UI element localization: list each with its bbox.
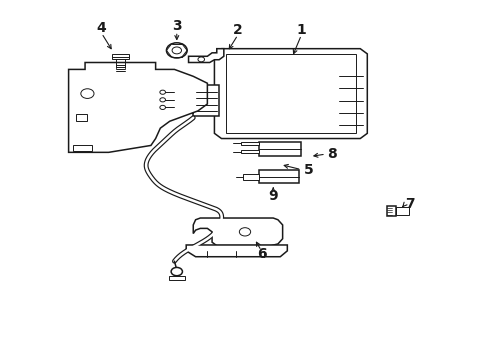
Polygon shape	[193, 85, 219, 116]
Circle shape	[239, 228, 251, 236]
Polygon shape	[387, 206, 395, 216]
Circle shape	[160, 98, 166, 102]
Text: 3: 3	[172, 19, 182, 33]
Polygon shape	[186, 245, 287, 257]
Polygon shape	[189, 49, 224, 63]
Circle shape	[167, 43, 187, 58]
Polygon shape	[112, 54, 129, 59]
Text: 2: 2	[233, 23, 243, 37]
Polygon shape	[259, 142, 301, 156]
Text: 4: 4	[97, 21, 106, 35]
Circle shape	[81, 89, 94, 98]
Text: 6: 6	[257, 247, 266, 261]
Text: 1: 1	[296, 23, 306, 37]
Text: 5: 5	[304, 163, 314, 177]
Polygon shape	[69, 63, 207, 152]
Polygon shape	[241, 142, 259, 145]
Polygon shape	[259, 170, 299, 184]
Circle shape	[198, 57, 204, 62]
Circle shape	[171, 267, 182, 276]
Polygon shape	[241, 150, 259, 153]
Polygon shape	[75, 114, 87, 121]
Polygon shape	[74, 145, 92, 151]
Circle shape	[160, 90, 166, 94]
Circle shape	[160, 105, 166, 109]
Polygon shape	[174, 89, 193, 113]
Polygon shape	[215, 49, 368, 139]
Polygon shape	[193, 218, 283, 246]
Polygon shape	[243, 174, 259, 180]
Polygon shape	[395, 207, 409, 215]
Polygon shape	[169, 276, 185, 280]
Text: 7: 7	[405, 197, 415, 211]
Text: 9: 9	[269, 189, 278, 203]
Text: 8: 8	[327, 147, 337, 161]
Circle shape	[172, 47, 181, 54]
